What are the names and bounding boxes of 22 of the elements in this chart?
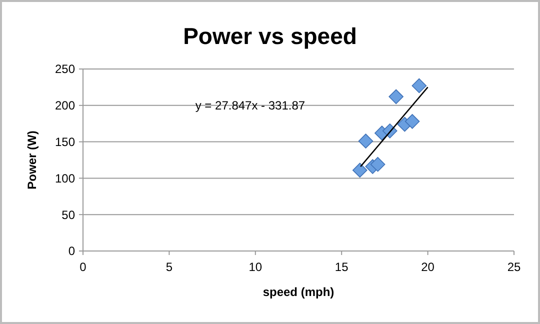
x-tick-label: 15 (334, 260, 349, 274)
x-tick-label: 20 (421, 260, 435, 274)
x-tick-label: 25 (507, 260, 521, 274)
point (358, 134, 374, 148)
x-tick-label: 0 (80, 260, 87, 274)
point (352, 162, 368, 178)
point (412, 78, 427, 94)
y-tick-label: 50 (62, 208, 76, 222)
y-tick-label: 100 (54, 171, 76, 186)
point (404, 114, 420, 129)
y-tick-label: 150 (54, 135, 76, 149)
x-tick-label: 5 (166, 260, 173, 274)
x-tick-label: 10 (248, 260, 262, 274)
x-axis-title: speed (mph) (262, 285, 334, 299)
y-tick-label: 200 (54, 98, 76, 113)
point (388, 89, 404, 104)
chart-title: Power vs speed (183, 23, 357, 49)
y-tick-label: 0 (68, 244, 76, 258)
point (370, 156, 386, 172)
annotation: y = 27.847x - 331.87 (195, 98, 306, 113)
y-axis-title: Power (W) (25, 130, 39, 190)
y-tick-label: 250 (54, 62, 76, 76)
